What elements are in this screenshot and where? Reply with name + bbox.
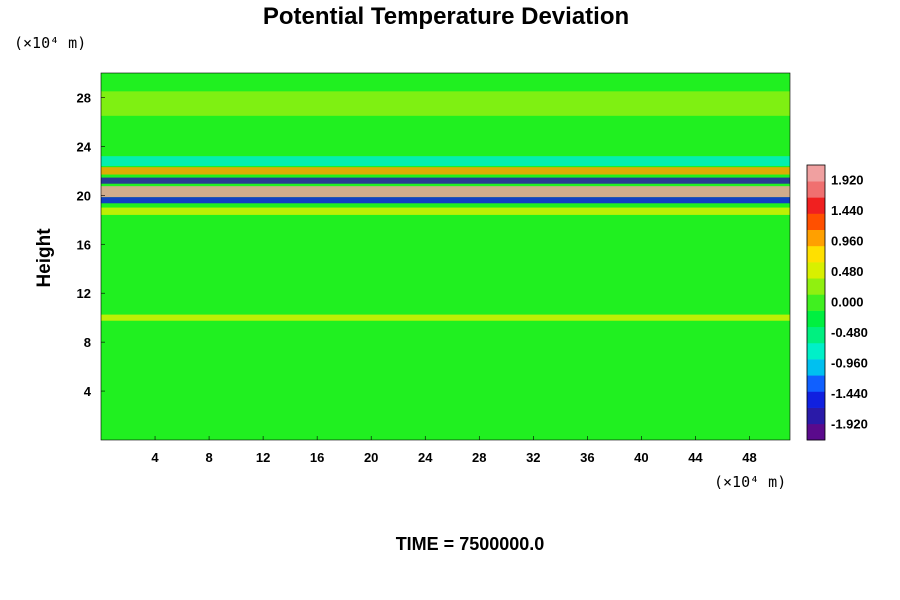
colorbar-swatch (807, 181, 825, 198)
heatmap-band (101, 177, 790, 184)
colorbar-swatch (807, 359, 825, 376)
x-axis-ticks: 4 8 12 16 20 24 28 32 36 40 44 48 (151, 436, 757, 465)
y-tick-label: 24 (77, 139, 92, 154)
heatmap-background (101, 73, 790, 440)
colorbar-swatch (807, 294, 825, 311)
x-tick-label: 4 (151, 450, 159, 465)
x-tick-label: 12 (256, 450, 270, 465)
y-tick-label: 28 (77, 90, 91, 105)
x-tick-label: 48 (742, 450, 756, 465)
heatmap-plot (100, 72, 791, 441)
colorbar-tick-label: -1.440 (831, 386, 868, 401)
colorbar-swatch (807, 278, 825, 295)
colorbar-swatch (807, 229, 825, 247)
colorbar-swatches (807, 165, 825, 441)
colorbar-tick-label: 0.000 (831, 295, 864, 310)
colorbar-swatch (807, 213, 825, 231)
colorbar-swatch (807, 391, 825, 408)
colorbar-tick-label: 0.480 (831, 264, 864, 279)
heatmap-band (101, 91, 790, 116)
y-tick-label: 16 (77, 237, 91, 252)
y-tick-label: 8 (84, 335, 91, 350)
heatmap-band (101, 186, 790, 198)
colorbar-swatch (807, 407, 825, 425)
colorbar-tick-label: -0.480 (831, 325, 868, 340)
chart-title: Potential Temperature Deviation (263, 3, 629, 30)
x-tick-label: 20 (364, 450, 378, 465)
y-axis-ticks: 4 8 12 16 20 24 28 (77, 90, 105, 399)
heatmap-band (101, 167, 790, 175)
x-tick-label: 32 (526, 450, 540, 465)
heatmap-band (101, 156, 790, 166)
x-tick-label: 36 (580, 450, 594, 465)
colorbar-swatch (807, 375, 825, 392)
y-tick-label: 20 (77, 188, 91, 203)
y-axis-label: Height (34, 228, 55, 288)
colorbar-tick-label: -0.960 (831, 356, 868, 371)
colorbar-swatch (807, 165, 825, 182)
colorbar-swatch (807, 342, 825, 360)
colorbar-tick-label: 0.960 (831, 233, 864, 248)
colorbar-tick-label: -1.920 (831, 417, 868, 432)
colorbar-swatch (807, 326, 825, 344)
colorbar-tick-label: 1.920 (831, 172, 864, 187)
x-tick-label: 16 (310, 450, 324, 465)
x-tick-label: 40 (634, 450, 648, 465)
colorbar-swatch (807, 262, 825, 279)
colorbar-frame (806, 164, 826, 441)
heatmap-band (101, 197, 790, 204)
plot-frame (100, 72, 791, 441)
colorbar-swatch (807, 423, 825, 441)
y-tick-label: 4 (84, 384, 92, 399)
colorbar-swatch (807, 245, 825, 263)
x-tick-label: 44 (688, 450, 703, 465)
heatmap-bands (101, 91, 790, 321)
colorbar-ticks: 1.920 1.440 0.960 0.480 0.000 -0.480 -0.960 -1.… (831, 172, 868, 431)
heatmap-band (101, 207, 790, 215)
y-tick-label: 12 (77, 286, 91, 301)
time-footer: TIME = 7500000.0 (396, 534, 545, 554)
colorbar: 1.920 1.440 0.960 0.480 0.000 -0.480 -0.960 -1.… (806, 164, 868, 441)
colorbar-swatch (807, 197, 825, 214)
x-tick-label: 28 (472, 450, 486, 465)
colorbar-tick-label: 1.440 (831, 203, 864, 218)
colorbar-swatch (807, 310, 825, 328)
y-axis-unit: (×10⁴ m) (14, 34, 86, 52)
x-tick-label: 24 (418, 450, 433, 465)
x-axis-unit: (×10⁴ m) (714, 473, 786, 491)
heatmap-band (101, 314, 790, 321)
x-tick-label: 8 (205, 450, 212, 465)
